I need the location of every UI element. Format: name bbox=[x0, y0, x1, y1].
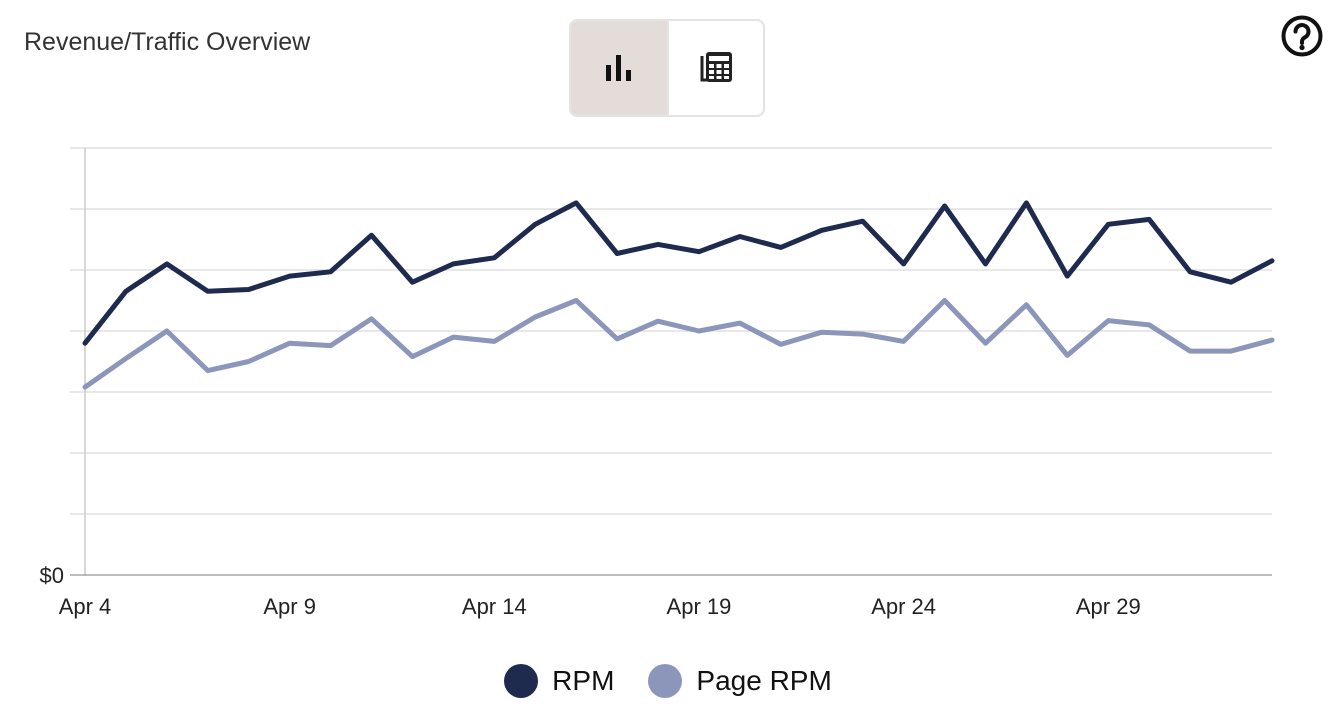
view-toggle bbox=[569, 19, 765, 117]
x-tick-label: Apr 9 bbox=[263, 594, 316, 619]
x-tick-label: Apr 24 bbox=[871, 594, 936, 619]
series-line-page-rpm bbox=[82, 298, 1275, 390]
x-tick-label: Apr 19 bbox=[667, 594, 732, 619]
table-icon bbox=[700, 52, 732, 82]
line-chart: $0 Apr 4 Apr 9 Apr 14 Apr 19 Apr 24 Apr 29 bbox=[40, 147, 1275, 619]
legend-item-rpm[interactable]: RPM bbox=[504, 664, 614, 698]
legend-label-rpm: RPM bbox=[552, 665, 615, 696]
bar-chart-icon bbox=[606, 55, 631, 81]
legend-item-page-rpm[interactable]: Page RPM bbox=[648, 664, 832, 698]
series-line-rpm bbox=[82, 200, 1275, 346]
legend-marker-rpm bbox=[504, 664, 539, 698]
page-title: Revenue/Traffic Overview bbox=[24, 28, 311, 56]
x-tick-label: Apr 14 bbox=[462, 594, 527, 619]
x-tick-label: Apr 4 bbox=[59, 594, 112, 619]
legend-label-page-rpm: Page RPM bbox=[696, 665, 832, 696]
chart-legend: RPM Page RPM bbox=[0, 664, 1336, 698]
x-tick-label: Apr 29 bbox=[1076, 594, 1141, 619]
table-view-button[interactable] bbox=[667, 21, 763, 115]
chart-view-button[interactable] bbox=[571, 21, 667, 115]
legend-marker-page-rpm bbox=[648, 664, 683, 698]
question-circle-icon[interactable] bbox=[1280, 14, 1324, 58]
y-tick-label: $0 bbox=[40, 563, 64, 588]
